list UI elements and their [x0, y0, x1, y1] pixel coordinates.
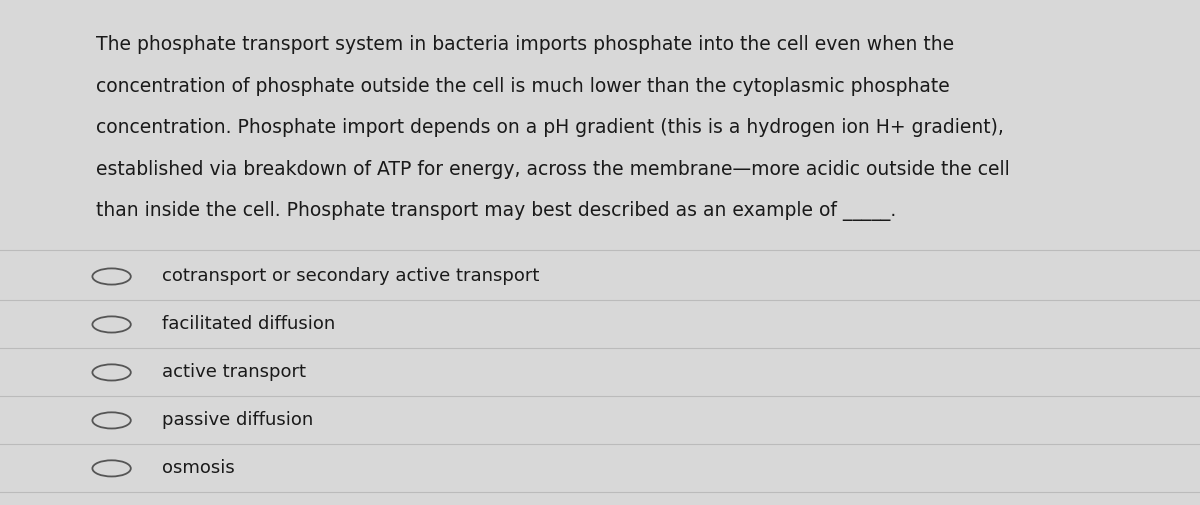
Text: than inside the cell. Phosphate transport may best described as an example of __: than inside the cell. Phosphate transpor…: [96, 201, 896, 221]
Text: established via breakdown of ATP for energy, across the membrane—more acidic out: established via breakdown of ATP for ene…: [96, 160, 1009, 179]
Text: osmosis: osmosis: [162, 460, 235, 477]
Text: concentration. Phosphate import depends on a pH gradient (this is a hydrogen ion: concentration. Phosphate import depends …: [96, 118, 1004, 137]
Text: cotransport or secondary active transport: cotransport or secondary active transpor…: [162, 268, 539, 285]
Text: active transport: active transport: [162, 364, 306, 381]
Text: The phosphate transport system in bacteria imports phosphate into the cell even : The phosphate transport system in bacter…: [96, 35, 954, 55]
Text: passive diffusion: passive diffusion: [162, 412, 313, 429]
Text: concentration of phosphate outside the cell is much lower than the cytoplasmic p: concentration of phosphate outside the c…: [96, 77, 949, 96]
Text: facilitated diffusion: facilitated diffusion: [162, 316, 335, 333]
